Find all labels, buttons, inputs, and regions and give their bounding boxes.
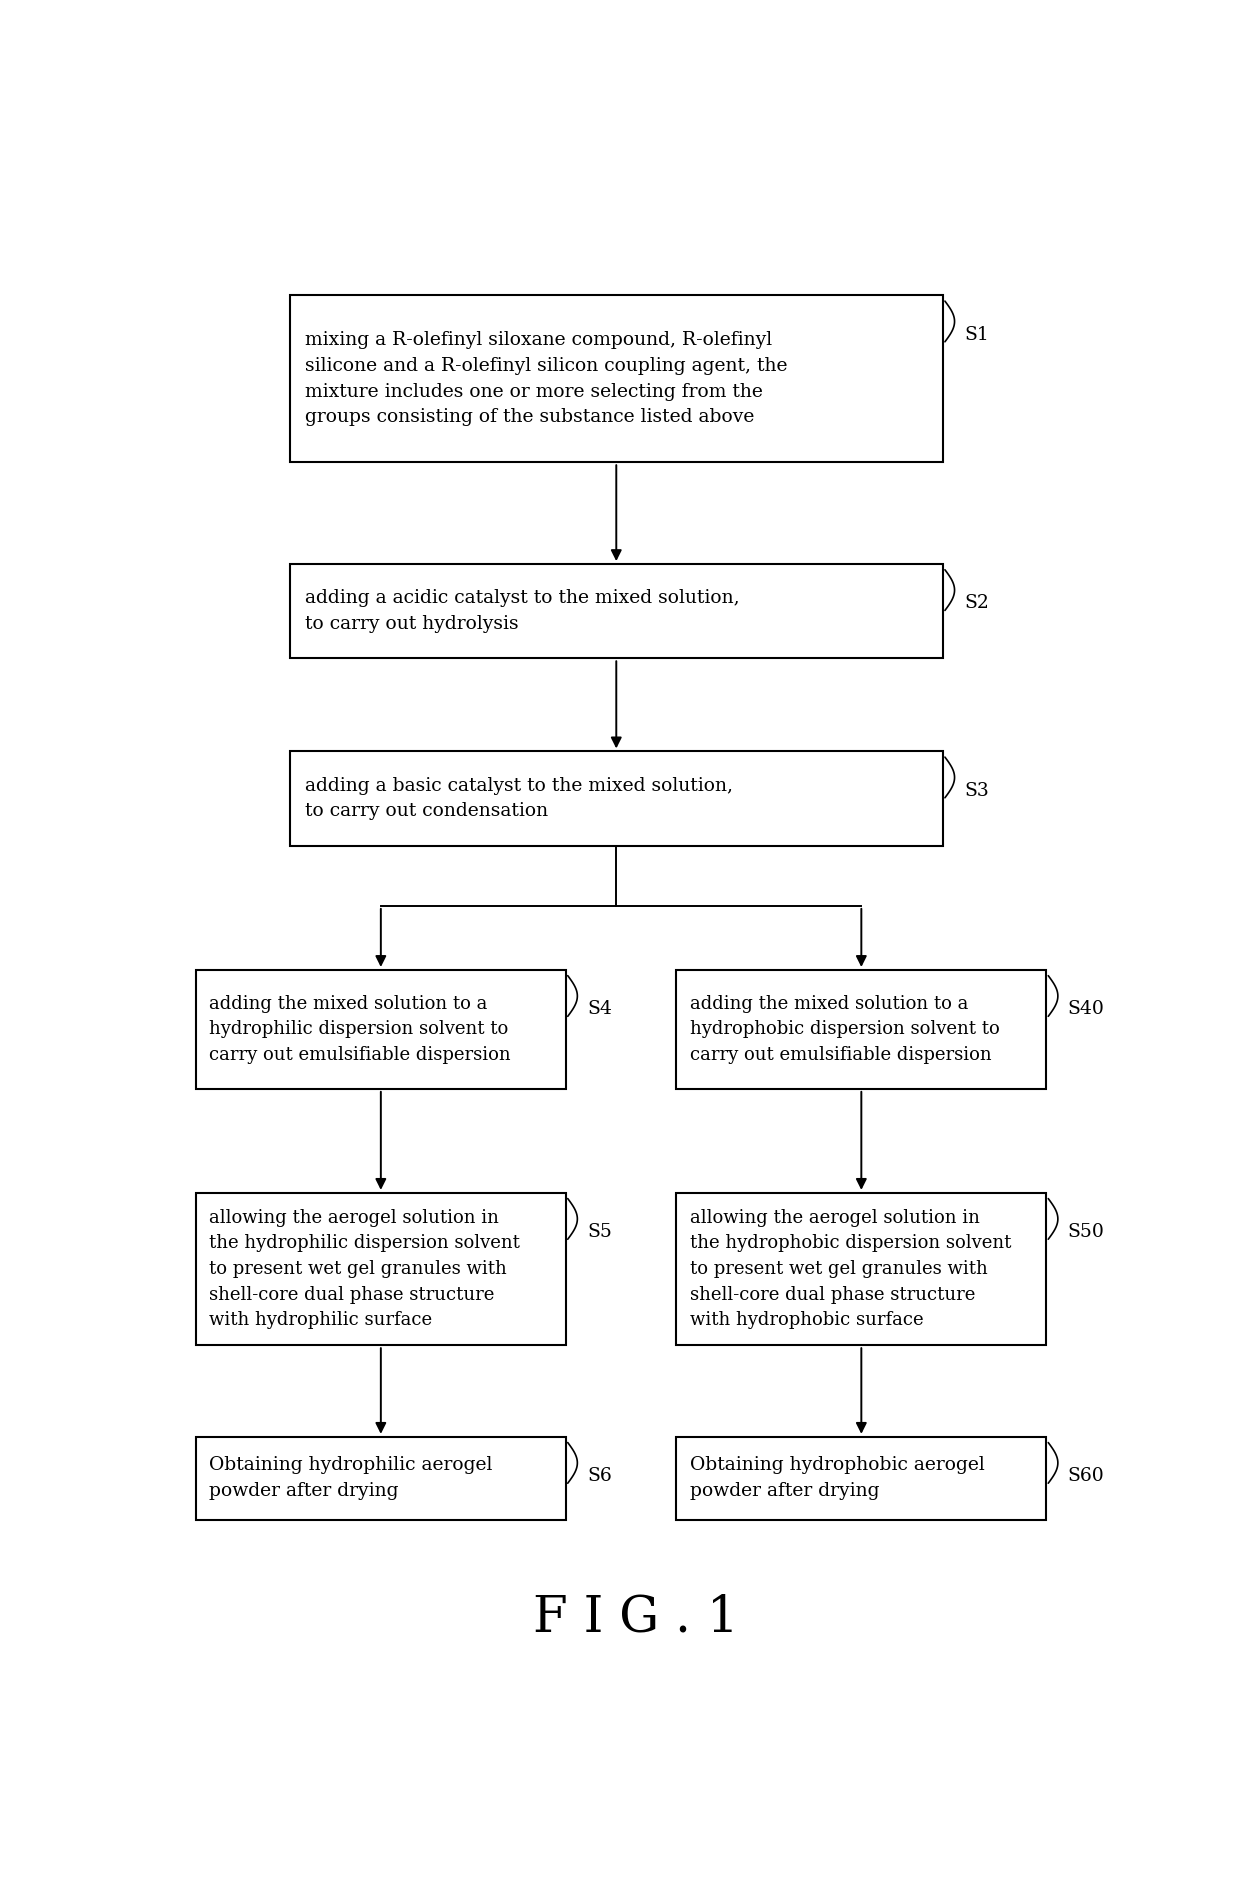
Text: F I G . 1: F I G . 1 (533, 1594, 738, 1643)
Text: S3: S3 (965, 781, 990, 800)
Text: S60: S60 (1068, 1467, 1104, 1484)
Bar (196, 969, 565, 1088)
Text: S5: S5 (587, 1222, 611, 1241)
Text: S1: S1 (965, 326, 990, 343)
Text: Obtaining hydrophobic aerogel
powder after drying: Obtaining hydrophobic aerogel powder aft… (689, 1456, 985, 1499)
Text: S2: S2 (965, 594, 990, 613)
Bar (676, 1437, 1047, 1520)
Bar (676, 1192, 1047, 1345)
Text: allowing the aerogel solution in
the hydrophilic dispersion solvent
to present w: allowing the aerogel solution in the hyd… (210, 1209, 520, 1330)
Text: adding the mixed solution to a
hydrophobic dispersion solvent to
carry out emuls: adding the mixed solution to a hydrophob… (689, 994, 999, 1064)
Text: mixing a R-olefinyl siloxane compound, R-olefinyl
silicone and a R-olefinyl sili: mixing a R-olefinyl siloxane compound, R… (305, 332, 787, 426)
Bar (289, 296, 944, 462)
Bar (289, 564, 944, 658)
Text: S40: S40 (1068, 1000, 1105, 1018)
Text: S4: S4 (587, 1000, 611, 1018)
Text: S50: S50 (1068, 1222, 1105, 1241)
Text: adding the mixed solution to a
hydrophilic dispersion solvent to
carry out emuls: adding the mixed solution to a hydrophil… (210, 994, 511, 1064)
Text: S6: S6 (587, 1467, 611, 1484)
Text: adding a basic catalyst to the mixed solution,
to carry out condensation: adding a basic catalyst to the mixed sol… (305, 777, 733, 820)
Bar (676, 969, 1047, 1088)
Bar (196, 1437, 565, 1520)
Text: allowing the aerogel solution in
the hydrophobic dispersion solvent
to present w: allowing the aerogel solution in the hyd… (689, 1209, 1011, 1330)
Bar (196, 1192, 565, 1345)
Text: Obtaining hydrophilic aerogel
powder after drying: Obtaining hydrophilic aerogel powder aft… (210, 1456, 492, 1499)
Bar (289, 751, 944, 845)
Text: adding a acidic catalyst to the mixed solution,
to carry out hydrolysis: adding a acidic catalyst to the mixed so… (305, 588, 739, 634)
